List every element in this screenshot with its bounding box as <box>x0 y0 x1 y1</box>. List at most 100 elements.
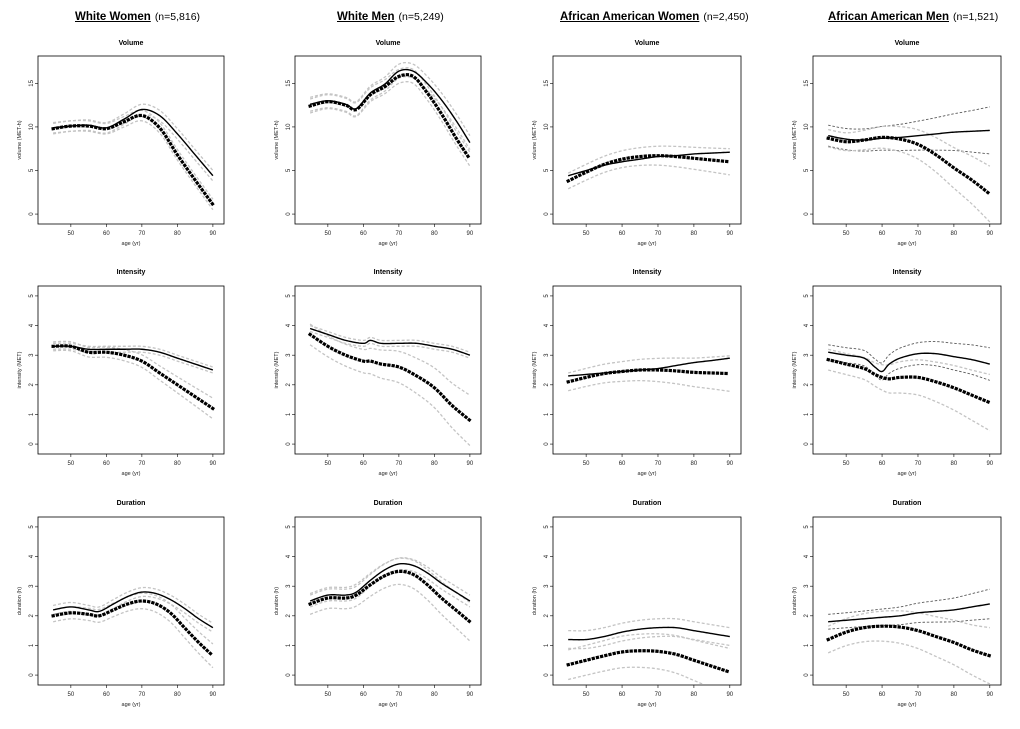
panel-title: Duration <box>117 500 146 507</box>
panel-title: Volume <box>376 40 401 47</box>
plot-area <box>826 341 992 432</box>
y-tick-label: 5 <box>804 168 810 172</box>
x-tick-label: 80 <box>951 231 958 237</box>
panel-title: Duration <box>633 500 662 507</box>
y-tick-label: 5 <box>804 294 810 298</box>
x-tick-label: 90 <box>986 692 993 698</box>
y-tick-label: 4 <box>286 554 292 558</box>
plot-area <box>566 617 732 684</box>
y-tick-label: 4 <box>804 554 810 558</box>
x-tick-label: 90 <box>210 461 217 467</box>
plot-area <box>308 61 473 167</box>
column-group-label: African American Women <box>560 11 700 23</box>
x-tick-label: 70 <box>139 692 146 698</box>
y-tick-label: 0 <box>286 442 292 446</box>
ci-upper-line <box>828 348 990 376</box>
x-tick-label: 60 <box>619 461 626 467</box>
panel-intensity-3: Intensity 0 1 2 3 4 5 intensity (MET) 50 60 70 80 90… <box>792 269 1002 477</box>
y-tick-label: 1 <box>286 643 292 647</box>
panel-volume-3: Volume 0 5 10 15 volume (MET-h) 50 60 70 80 90 age … <box>792 40 1002 247</box>
x-tick-label: 70 <box>139 231 146 237</box>
column-header-white-women: White Women (n=5,816) <box>75 11 200 23</box>
solid-series-line <box>828 129 990 141</box>
y-tick-label: 4 <box>29 323 35 327</box>
plot-frame <box>552 285 742 455</box>
x-tick-label: 90 <box>210 231 217 237</box>
y-tick-label: 15 <box>29 79 35 86</box>
plot-frame <box>552 55 742 225</box>
y-tick-label: 4 <box>286 323 292 327</box>
y-tick-label: 2 <box>29 382 35 386</box>
ci-lower-line <box>567 164 730 190</box>
x-axis-label: age (yr) <box>379 241 398 247</box>
y-tick-label: 2 <box>544 613 550 617</box>
dotted-series-line <box>566 368 732 384</box>
panel-title: Intensity <box>117 269 146 276</box>
dotted-series-line <box>51 113 216 207</box>
y-tick-label: 2 <box>804 613 810 617</box>
x-tick-label: 80 <box>174 461 181 467</box>
plot-area <box>566 145 732 190</box>
panel-title: Duration <box>893 500 922 507</box>
dotted-series-line <box>566 154 732 184</box>
x-tick-label: 80 <box>951 692 958 698</box>
y-tick-label: 1 <box>286 412 292 416</box>
x-axis-label: age (yr) <box>638 702 657 708</box>
y-tick-label: 1 <box>804 643 810 647</box>
x-tick-label: 50 <box>325 692 332 698</box>
panel-title: Volume <box>895 40 920 47</box>
panel-duration-3: Duration 0 1 2 3 4 5 duration (h) 50 60 70 80 90 age … <box>792 500 1002 708</box>
y-tick-label: 4 <box>29 554 35 558</box>
x-tick-label: 60 <box>619 692 626 698</box>
y-tick-label: 0 <box>286 212 292 216</box>
ci-lower-line <box>568 666 705 684</box>
x-axis-label: age (yr) <box>122 241 141 247</box>
y-tick-label: 0 <box>29 673 35 677</box>
x-tick-label: 80 <box>691 231 698 237</box>
plot-frame <box>812 285 1002 455</box>
y-tick-label: 3 <box>29 584 35 588</box>
x-tick-label: 70 <box>655 692 662 698</box>
y-tick-label: 3 <box>29 353 35 357</box>
plot-frame <box>812 516 1002 686</box>
column-n-label: (n=5,249) <box>398 11 444 23</box>
ci-lower-line <box>309 330 471 359</box>
panel-duration-2: Duration 0 1 2 3 4 5 duration (h) 50 60 70 80 90 age … <box>532 500 742 708</box>
y-tick-label: 3 <box>544 584 550 588</box>
x-tick-label: 80 <box>174 692 181 698</box>
y-tick-label: 0 <box>804 442 810 446</box>
plot-frame <box>37 516 225 686</box>
y-tick-label: 3 <box>804 584 810 588</box>
x-tick-label: 50 <box>68 692 75 698</box>
y-tick-label: 2 <box>286 613 292 617</box>
column-header-african-american-men: African American Men (n=1,521) <box>828 11 998 23</box>
y-tick-label: 0 <box>286 673 292 677</box>
column-header-white-men: White Men (n=5,249) <box>337 11 444 23</box>
plot-frame <box>37 285 225 455</box>
ci-upper-line <box>309 67 471 153</box>
x-tick-label: 50 <box>583 461 590 467</box>
y-tick-label: 5 <box>544 294 550 298</box>
plot-area <box>307 323 473 447</box>
panel-intensity-2: Intensity 0 1 2 3 4 5 intensity (MET) 50 60 70 80 90… <box>532 269 742 477</box>
y-axis-label: intensity (MET) <box>17 351 23 388</box>
x-axis-label: age (yr) <box>122 471 141 477</box>
y-tick-label: 1 <box>29 412 35 416</box>
x-tick-label: 90 <box>467 231 474 237</box>
column-n-label: (n=5,816) <box>154 11 201 23</box>
x-tick-label: 80 <box>431 692 438 698</box>
x-tick-label: 50 <box>325 231 332 237</box>
y-tick-label: 1 <box>29 643 35 647</box>
ci-lower-line <box>309 583 471 642</box>
panel-duration-1: Duration 0 1 2 3 4 5 duration (h) 50 60 70 80 90 age … <box>274 500 482 708</box>
y-tick-label: 3 <box>286 584 292 588</box>
y-tick-label: 3 <box>804 353 810 357</box>
x-tick-label: 60 <box>879 231 886 237</box>
solid-series-line <box>828 351 990 373</box>
ci-lower-line <box>52 608 214 669</box>
y-tick-label: 5 <box>544 525 550 529</box>
ci-lower-line <box>568 635 730 650</box>
x-tick-label: 80 <box>174 231 181 237</box>
ci-lower-line <box>828 369 991 432</box>
